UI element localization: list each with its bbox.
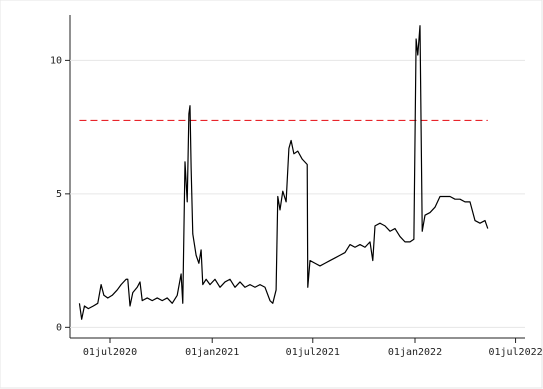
x-tick-label: 01jan2022 <box>388 347 442 358</box>
x-tick-label: 01jul2022 <box>488 347 542 358</box>
y-tick-label: 0 <box>56 322 62 333</box>
x-tick-label: 01jul2021 <box>286 347 340 358</box>
y-tick-label: 5 <box>56 189 62 200</box>
data-line <box>78 25 489 320</box>
x-tick-label: 01jul2020 <box>83 347 137 358</box>
x-tick-label: 01jan2021 <box>185 347 239 358</box>
y-tick-label: 10 <box>50 55 62 66</box>
